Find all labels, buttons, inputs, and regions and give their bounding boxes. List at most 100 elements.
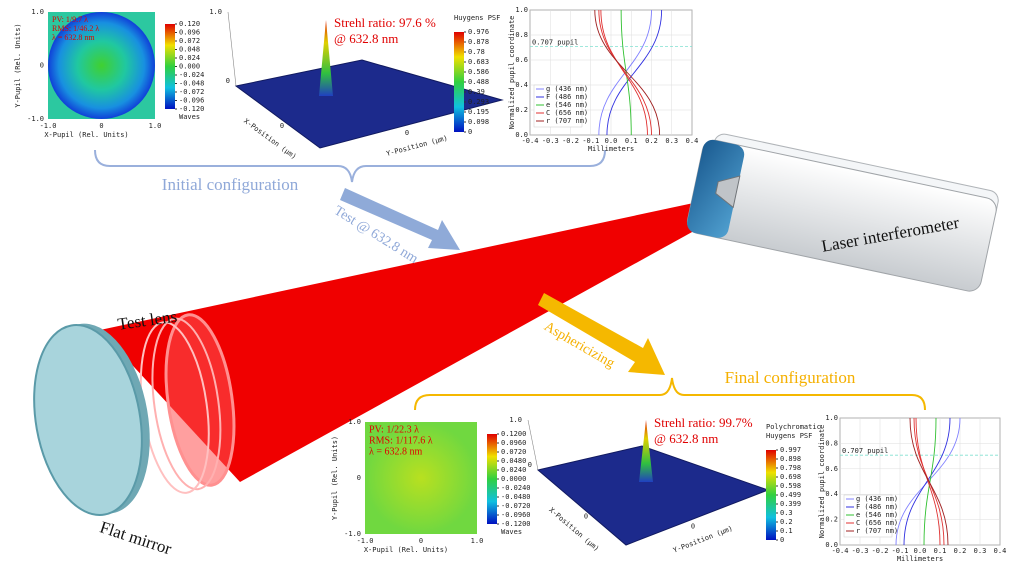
x-tick-label: 0 (99, 122, 103, 130)
x-tick-label: 0.0 (914, 547, 927, 555)
y-tick-label: 0 (357, 474, 361, 482)
x-tick-label: 1.0 (149, 122, 162, 130)
x-tick-label: 0.2 (954, 547, 967, 555)
psf-title: Polychromatic (766, 423, 821, 431)
colorbar-tick-label: -0.024 (179, 71, 204, 79)
y-tick-label: 0.2 (825, 516, 838, 524)
colorbar-tick-label: -0.0960 (501, 511, 531, 519)
y-tick-label: 0.4 (515, 81, 528, 89)
z-tick-label: 1.0 (209, 8, 222, 16)
colorbar-tick-label: 0.39 (468, 88, 485, 96)
colorbar-tick-label: 0.072 (179, 37, 200, 45)
colorbar-tick-label: 0.293 (468, 98, 489, 106)
colorbar-tick-label: 0.598 (780, 482, 801, 490)
y-tick-label: 0.8 (515, 31, 528, 39)
y-tick-label: 0.6 (825, 465, 838, 473)
y-axis-label: Normalized pupil coordinate (508, 16, 516, 130)
y-tick-label: 1.0 (31, 8, 44, 16)
y-tick-label: 0 (691, 523, 695, 531)
x-tick-label: 0 (584, 513, 588, 521)
colorbar-tick-label: 0.120 (179, 20, 200, 28)
x-tick-label: -0.1 (582, 137, 599, 145)
psf-title: Huygens PSF (454, 14, 500, 22)
x-tick-label: -0.4 (832, 547, 849, 555)
colorbar (487, 434, 497, 524)
colorbar-tick-label: 0.0000 (501, 475, 526, 483)
x-tick-label: 0.0 (605, 137, 618, 145)
laser-interferometer (685, 130, 1000, 293)
x-tick-label: -0.2 (562, 137, 579, 145)
strehl-wavelength: @ 632.8 nm (334, 31, 398, 46)
x-tick-label: -1.0 (40, 122, 57, 130)
pupil-label: 0.707 pupil (532, 39, 578, 47)
figure: Initial configuration Test @ 632.8 nm La… (0, 0, 1011, 561)
y-axis-label: Y-Position (μm) (385, 134, 448, 158)
y-tick-label: 0.2 (515, 106, 528, 114)
colorbar-tick-label: 0.399 (780, 500, 801, 508)
colorbar-tick-label: 0.997 (780, 446, 801, 454)
x-tick-label: 0.2 (645, 137, 658, 145)
colorbar-tick-label: -0.0480 (501, 493, 531, 501)
z-tick-label: 0 (226, 77, 230, 85)
x-tick-label: 0 (280, 122, 284, 130)
colorbar-tick-label: 0.878 (468, 38, 489, 46)
y-tick-label: 1.0 (825, 414, 838, 422)
colorbar-tick-label: 0.499 (780, 491, 801, 499)
psf-peak (319, 20, 333, 96)
colorbar-tick-label: 0.024 (179, 54, 200, 62)
colorbar-tick-label: 0.000 (179, 63, 200, 71)
colorbar-tick-label: -0.0240 (501, 484, 531, 492)
wavefront-stat: λ = 632.8 nm (52, 33, 95, 42)
colorbar-tick-label: 0.798 (780, 464, 801, 472)
x-tick-label: -0.3 (852, 547, 869, 555)
wavefront-stat: RMS: 1/46.2 λ (52, 24, 99, 33)
z-tick-label: 1.0 (509, 416, 522, 424)
colorbar-tick-label: 0.698 (780, 473, 801, 481)
colorbar-tick-label: -0.096 (179, 97, 204, 105)
legend-label: C (656 nm) (546, 109, 588, 117)
colorbar (454, 32, 464, 132)
wavefront-stat: λ = 632.8 nm (369, 446, 422, 457)
final-label: Final configuration (725, 368, 856, 387)
wavefront-stat: PV: 1/9.7 λ (52, 15, 88, 24)
colorbar-tick-label: 0.683 (468, 58, 489, 66)
y-tick-label: 0 (405, 129, 409, 137)
y-axis-label: Y-Pupil (Rel. Units) (331, 436, 339, 520)
colorbar-tick-label: 0.586 (468, 68, 489, 76)
colorbar-tick-label: -0.0720 (501, 502, 531, 510)
x-axis-label: X-Pupil (Rel. Units) (44, 131, 128, 139)
x-tick-label: 0.1 (934, 547, 947, 555)
colorbar-tick-label: 0.0720 (501, 448, 526, 456)
legend-label: r (707 nm) (856, 527, 898, 535)
colorbar-tick-label: 0.3 (780, 509, 793, 517)
y-tick-label: 0.6 (515, 56, 528, 64)
colorbar-tick-label: 0 (780, 536, 784, 544)
page: { "labels": { "initial": "Initial config… (0, 0, 1011, 561)
colorbar (165, 24, 175, 109)
colorbar-tick-label: 0.096 (179, 29, 200, 37)
colorbar-tick-label: 0.976 (468, 28, 489, 36)
x-tick-label: 0.1 (625, 137, 638, 145)
psf-title: Huygens PSF (766, 432, 812, 440)
pupil-label: 0.707 pupil (842, 447, 888, 455)
mirror-label: Flat mirror (98, 517, 175, 558)
colorbar-tick-label: 0.195 (468, 108, 489, 116)
legend-label: e (546 nm) (546, 101, 588, 109)
legend-label: g (436 nm) (856, 495, 898, 503)
x-tick-label: 1.0 (471, 537, 484, 545)
x-axis-label: Millimeters (897, 555, 943, 561)
strehl-ratio: Strehl ratio: 97.6 % (334, 15, 436, 30)
colorbar-tick-label: -0.120 (179, 105, 204, 113)
colorbar-unit: Waves (179, 113, 200, 121)
y-axis-label: Y-Position (μm) (672, 524, 734, 554)
y-tick-label: 1.0 (348, 418, 361, 426)
colorbar-tick-label: -0.072 (179, 88, 204, 96)
strehl-ratio: Strehl ratio: 99.7% (654, 415, 753, 430)
x-tick-label: -0.3 (542, 137, 559, 145)
x-axis-label: X-Pupil (Rel. Units) (364, 546, 448, 554)
y-tick-label: 0 (40, 62, 44, 70)
colorbar-tick-label: -0.1200 (501, 520, 531, 528)
colorbar-tick-label: -0.048 (179, 80, 204, 88)
colorbar-tick-label: 0.1200 (501, 430, 526, 438)
legend-label: r (707 nm) (546, 117, 588, 125)
